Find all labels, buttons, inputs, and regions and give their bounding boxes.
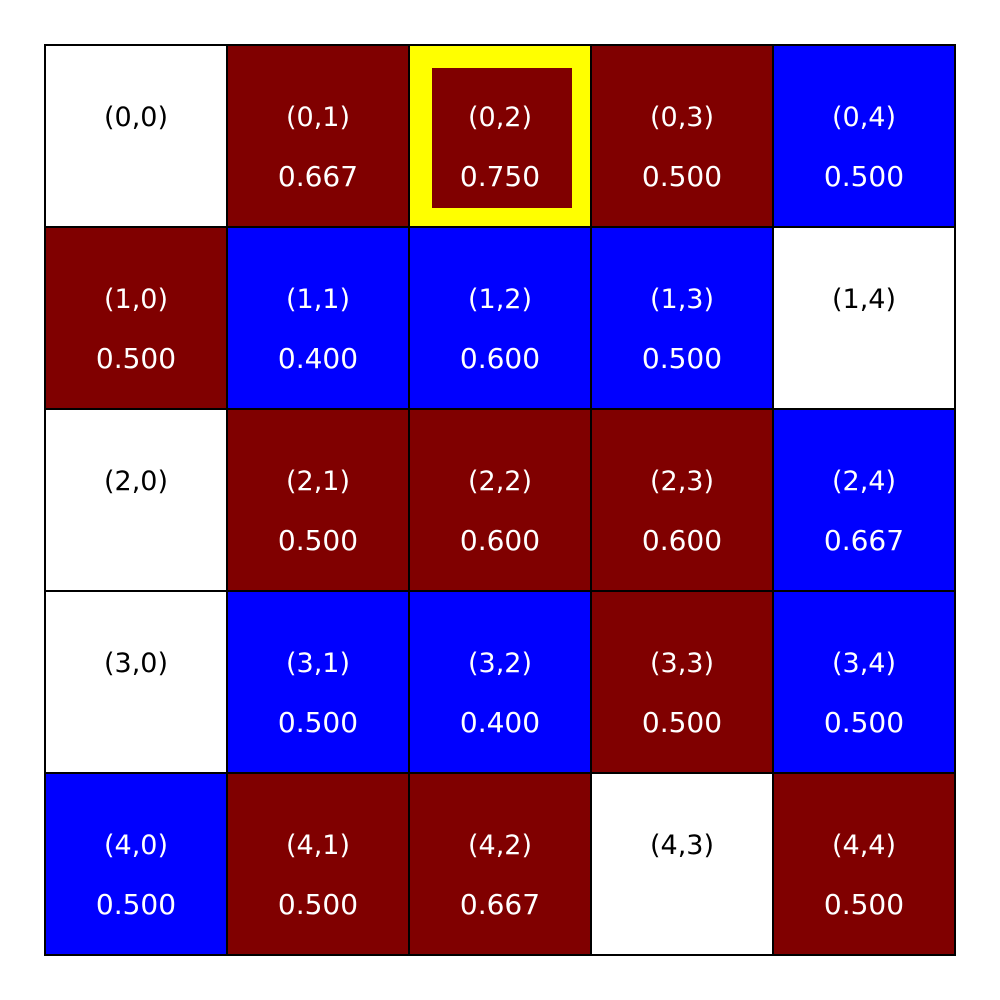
- grid-cell-4-1[interactable]: (4,1) 0.500: [226, 772, 410, 956]
- cell-value-label: 0.600: [459, 342, 541, 375]
- grid-cell-4-4[interactable]: (4,4) 0.500: [772, 772, 956, 956]
- grid-cell-1-3[interactable]: (1,3) 0.500: [590, 226, 774, 410]
- cell-coordinate-label: (1,2): [467, 284, 532, 315]
- cell-value-label: 0.500: [641, 342, 723, 375]
- cell-value-label: 0.600: [641, 524, 723, 557]
- grid-cell-3-3[interactable]: (3,3) 0.500: [590, 590, 774, 774]
- cell-value-label: 0.500: [277, 524, 359, 557]
- cell-value-label: 0.600: [459, 524, 541, 557]
- grid-cell-3-2[interactable]: (3,2) 0.400: [408, 590, 592, 774]
- cell-coordinate-label: (4,2): [467, 830, 532, 861]
- cell-coordinate-label: (0,3): [649, 102, 714, 133]
- grid-cell-2-4[interactable]: (2,4) 0.667: [772, 408, 956, 592]
- cell-coordinate-label: (0,2): [467, 102, 532, 133]
- cell-coordinate-label: (2,0): [103, 466, 168, 497]
- cell-coordinate-label: (2,1): [285, 466, 350, 497]
- grid-cell-3-4[interactable]: (3,4) 0.500: [772, 590, 956, 774]
- cell-coordinate-label: (0,4): [831, 102, 896, 133]
- cell-coordinate-label: (3,4): [831, 648, 896, 679]
- cell-value-label: 0.400: [459, 706, 541, 739]
- cell-coordinate-label: (4,1): [285, 830, 350, 861]
- grid-cell-4-2[interactable]: (4,2) 0.667: [408, 772, 592, 956]
- cell-value-label: 0.667: [277, 160, 359, 193]
- cell-coordinate-label: (0,0): [103, 102, 168, 133]
- cell-value-label: 0.400: [277, 342, 359, 375]
- cell-coordinate-label: (4,4): [831, 830, 896, 861]
- cell-coordinate-label: (4,0): [103, 830, 168, 861]
- cell-coordinate-label: (3,2): [467, 648, 532, 679]
- cell-value-label: 0.500: [823, 160, 905, 193]
- cell-coordinate-label: (3,3): [649, 648, 714, 679]
- cell-value-label: 0.500: [277, 888, 359, 921]
- cell-coordinate-label: (1,1): [285, 284, 350, 315]
- grid-cell-2-1[interactable]: (2,1) 0.500: [226, 408, 410, 592]
- cell-coordinate-label: (3,1): [285, 648, 350, 679]
- grid-cell-2-0[interactable]: (2,0): [44, 408, 228, 592]
- grid-cell-4-0[interactable]: (4,0) 0.500: [44, 772, 228, 956]
- grid-cell-0-2[interactable]: (0,2) 0.750: [408, 44, 592, 228]
- cell-value-label: 0.500: [277, 706, 359, 739]
- grid-cell-2-3[interactable]: (2,3) 0.600: [590, 408, 774, 592]
- cell-value-label: 0.500: [95, 888, 177, 921]
- cell-coordinate-label: (2,2): [467, 466, 532, 497]
- cell-coordinate-label: (3,0): [103, 648, 168, 679]
- grid-cell-3-0[interactable]: (3,0): [44, 590, 228, 774]
- cell-value-label: 0.500: [823, 706, 905, 739]
- cell-value-label: 0.500: [823, 888, 905, 921]
- grid-cell-4-3[interactable]: (4,3): [590, 772, 774, 956]
- cell-value-label: 0.500: [95, 342, 177, 375]
- cell-coordinate-label: (2,3): [649, 466, 714, 497]
- cell-coordinate-label: (1,4): [831, 284, 896, 315]
- cell-value-label: 0.500: [641, 160, 723, 193]
- cell-coordinate-label: (2,4): [831, 466, 896, 497]
- cell-coordinate-label: (1,0): [103, 284, 168, 315]
- grid-cell-2-2[interactable]: (2,2) 0.600: [408, 408, 592, 592]
- cell-coordinate-label: (4,3): [649, 830, 714, 861]
- grid-cell-1-1[interactable]: (1,1) 0.400: [226, 226, 410, 410]
- cell-value-label: 0.750: [459, 160, 541, 193]
- grid-cell-1-0[interactable]: (1,0) 0.500: [44, 226, 228, 410]
- grid-cell-0-4[interactable]: (0,4) 0.500: [772, 44, 956, 228]
- grid-cell-1-4[interactable]: (1,4): [772, 226, 956, 410]
- grid-cell-3-1[interactable]: (3,1) 0.500: [226, 590, 410, 774]
- grid-cell-0-0[interactable]: (0,0): [44, 44, 228, 228]
- cell-coordinate-label: (0,1): [285, 102, 350, 133]
- grid-cell-0-1[interactable]: (0,1) 0.667: [226, 44, 410, 228]
- cell-coordinate-label: (1,3): [649, 284, 714, 315]
- game-board: (0,0) (0,1) 0.667 (0,2) 0.750 (0,3) 0.500 (0,4)…: [44, 44, 956, 956]
- cell-value-label: 0.500: [641, 706, 723, 739]
- cell-value-label: 0.667: [823, 524, 905, 557]
- grid-cell-0-3[interactable]: (0,3) 0.500: [590, 44, 774, 228]
- cell-value-label: 0.667: [459, 888, 541, 921]
- grid-cell-1-2[interactable]: (1,2) 0.600: [408, 226, 592, 410]
